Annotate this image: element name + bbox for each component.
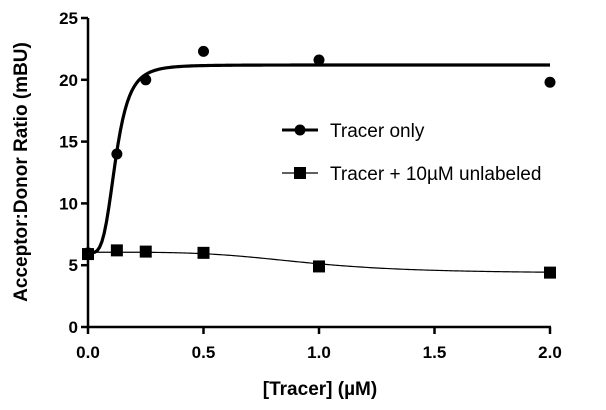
data-point-tracer-unlabeled <box>544 266 556 279</box>
y-tick-label: 5 <box>69 256 78 275</box>
x-tick-label: 1.0 <box>307 343 331 362</box>
x-axis-title: [Tracer] (µM) <box>263 379 377 400</box>
x-tick-label: 0.0 <box>76 343 100 362</box>
data-point-tracer-only <box>198 45 209 57</box>
y-axis-title: Acceptor:Donor Ratio (mBU) <box>11 42 32 302</box>
plot-area: 0.0 0.5 1.0 1.5 2.0 0 5 10 15 20 25 <box>59 9 562 362</box>
data-point-tracer-only <box>111 148 123 160</box>
y-tick-label: 20 <box>59 71 78 90</box>
data-point-tracer-only <box>313 54 325 66</box>
x-tick-label: 1.5 <box>423 343 447 362</box>
x-tick-label: 0.5 <box>192 343 216 362</box>
legend-marker-square <box>294 167 306 179</box>
legend-label-tracer-only: Tracer only <box>330 121 425 142</box>
data-point-tracer-unlabeled <box>139 245 152 258</box>
data-points <box>82 45 556 279</box>
data-point-tracer-unlabeled <box>197 246 210 259</box>
y-tick-label: 0 <box>69 318 78 337</box>
y-tick-label: 15 <box>59 133 78 152</box>
data-point-tracer-only <box>544 76 556 88</box>
data-point-tracer-unlabeled <box>313 260 325 273</box>
y-tick-label: 10 <box>59 194 78 213</box>
data-point-tracer-unlabeled <box>110 244 123 257</box>
y-tick-label: 25 <box>59 9 78 28</box>
y-ticks: 0 5 10 15 20 25 <box>59 9 88 337</box>
legend-item-tracer-only: Tracer only <box>282 121 425 142</box>
legend: Tracer only Tracer + 10µM unlabeled <box>282 121 541 185</box>
x-ticks: 0.0 0.5 1.0 1.5 2.0 <box>76 327 562 362</box>
x-tick-label: 2.0 <box>538 343 562 362</box>
legend-marker-circle <box>294 124 306 136</box>
legend-label-tracer-unlabeled: Tracer + 10µM unlabeled <box>330 164 541 185</box>
data-point-tracer-unlabeled <box>82 248 94 261</box>
legend-item-tracer-unlabeled: Tracer + 10µM unlabeled <box>282 164 541 185</box>
data-point-tracer-only <box>140 74 152 86</box>
fit-curve-tracer-only <box>87 63 550 255</box>
